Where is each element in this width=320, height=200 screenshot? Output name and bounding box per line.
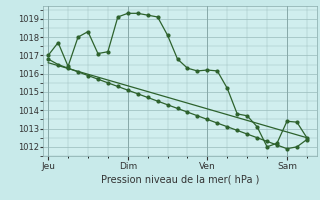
X-axis label: Pression niveau de la mer( hPa ): Pression niveau de la mer( hPa ) (101, 175, 259, 185)
